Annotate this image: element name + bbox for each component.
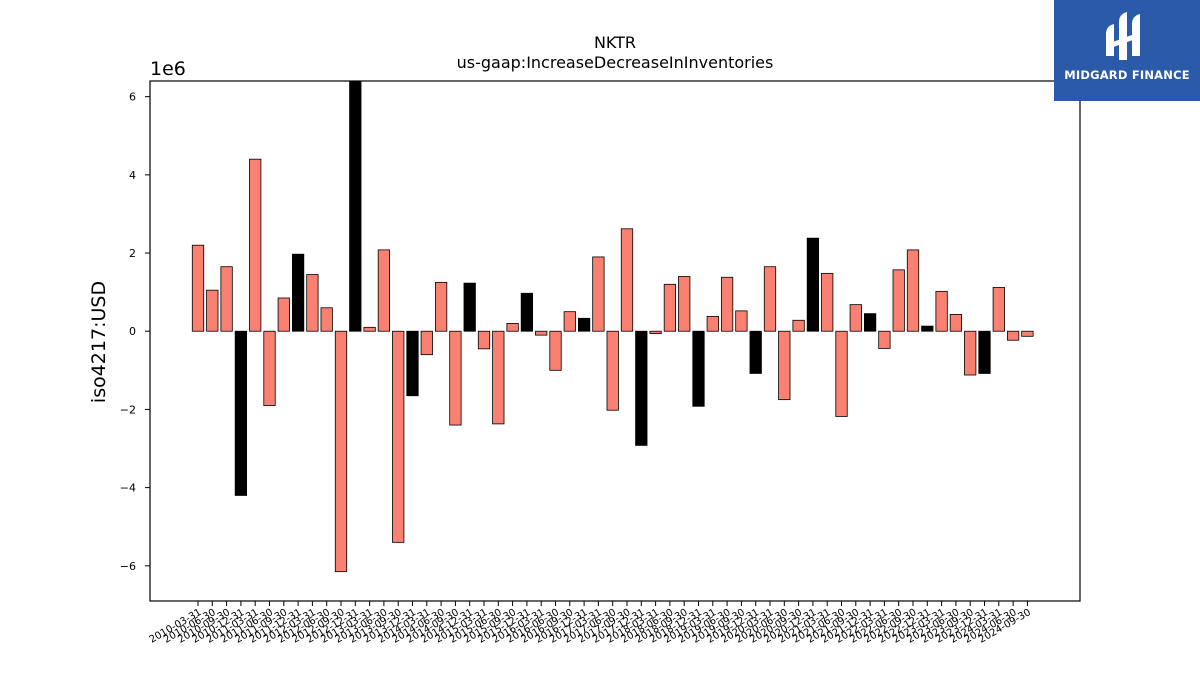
bar-2017-12-31 [635,330,648,446]
bar-2022-12-31 [921,325,934,332]
bar-2021-09-30 [849,304,862,332]
bar-2015-06-30 [492,330,505,425]
bar-2017-06-30 [606,330,619,411]
bar-2022-09-30 [906,249,920,332]
bar-2010-12-31 [234,330,248,496]
bar-2013-06-30 [377,249,391,332]
bar-2020-06-30 [778,330,791,401]
bar-2018-06-30 [663,283,677,332]
bar-2010-06-30 [206,289,219,332]
bar-2013-12-31 [406,330,419,397]
brand-name: MIDGARD FINANCE [1064,68,1190,82]
bar-2011-06-30 [263,330,276,406]
bar-2021-12-31 [863,313,877,332]
bar-2016-06-30 [549,330,562,371]
bar-2011-03-31 [249,158,262,332]
bar-2014-03-31 [420,330,433,356]
y-tick-label: −4 [120,482,136,495]
bar-2015-09-30 [506,323,519,332]
bar-2019-09-30 [735,310,748,332]
bar-2024-06-30 [1006,330,1020,341]
plot-frame [149,80,1081,602]
bar-2021-06-30 [835,330,848,417]
y-tick-label: −6 [120,560,136,573]
bar-2018-12-31 [692,330,705,407]
bar-2022-03-31 [878,330,891,349]
bar-2023-12-31 [978,330,991,374]
bar-2023-06-30 [949,314,963,332]
bar-2010-03-31 [191,244,205,332]
bar-2012-12-31 [349,80,362,332]
bar-2018-03-31 [649,330,662,334]
y-tick-label: 2 [129,247,136,260]
bar-2012-06-30 [320,307,333,332]
bar-2017-09-30 [620,228,634,332]
y-axis-label: iso4217:USD [88,281,110,403]
bar-2015-03-31 [477,330,491,350]
bar-2012-09-30 [334,330,348,573]
bar-2011-09-30 [277,297,290,332]
bar-2015-12-31 [520,292,534,332]
bar-2019-06-30 [720,276,734,332]
y-tick-label: −2 [120,403,136,416]
x-ticks-group: 2010-03-312010-06-302010-09-302010-12-31… [148,601,1033,646]
bar-2016-09-30 [563,311,576,332]
bar-2022-06-30 [892,269,905,332]
y-scale-label: 1e6 [150,58,186,80]
bar-2014-12-31 [463,282,476,332]
bar-2020-12-31 [806,237,820,332]
y-tick-label: 0 [129,325,136,338]
y-ticks-group: −6 −4 −2 0 2 4 6 [120,91,150,573]
bar-2019-03-31 [706,315,719,332]
y-tick-label: 6 [129,91,136,104]
brand-logo: MIDGARD FINANCE [1054,0,1200,101]
bar-2013-03-31 [363,326,376,332]
bar-2020-03-31 [763,266,777,332]
chart-title: NKTR [594,33,636,52]
bar-2017-03-31 [592,256,605,332]
bar-2024-09-30 [1021,330,1034,337]
bar-2023-03-31 [935,290,948,332]
bar-2023-09-30 [964,330,977,376]
bar-2010-09-30 [220,266,233,332]
bar-2014-09-30 [449,330,462,426]
bar-2018-09-30 [678,276,691,332]
bar-2019-12-31 [749,330,762,374]
bar-2016-03-31 [535,330,548,336]
bars-group [191,80,1034,573]
brand-mark-icon [1106,12,1140,60]
bar-2020-09-30 [792,319,805,332]
bar-2011-12-31 [291,253,305,332]
bar-2014-06-30 [434,281,448,332]
bar-2013-09-30 [392,330,405,543]
bar-2021-03-31 [821,272,834,332]
bar-2016-12-31 [577,317,591,332]
bar-2024-03-31 [992,287,1005,332]
chart-subtitle: us-gaap:IncreaseDecreaseInInventories [457,53,774,72]
bar-2012-03-31 [306,274,319,332]
y-tick-label: 4 [129,169,136,182]
